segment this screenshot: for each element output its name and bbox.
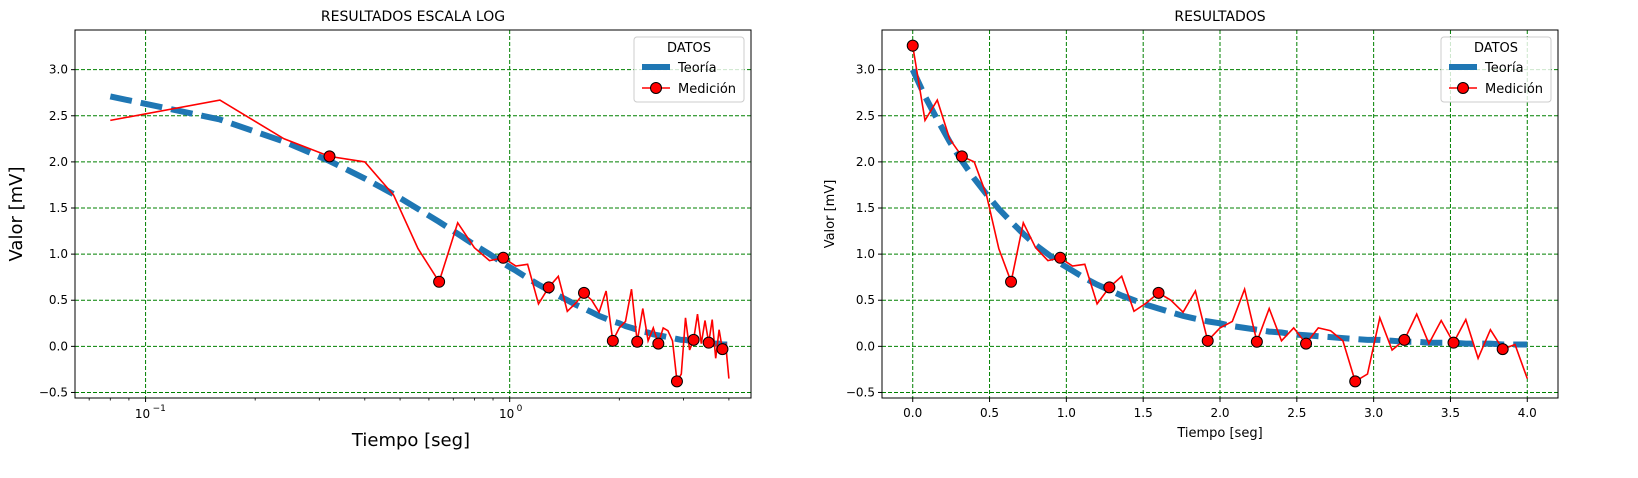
left-x-tick-exponent: −1 (153, 404, 166, 414)
right-x-tick-label: 2.5 (1287, 406, 1306, 420)
right-y-tick-label: 1.5 (856, 201, 875, 215)
right-legend-measurement-marker (1457, 82, 1469, 94)
left-legend-title: DATOS (667, 41, 711, 56)
right-measurement-point (1054, 251, 1067, 264)
right-measurement-point (1496, 343, 1509, 356)
left-y-tick-label: 1.5 (49, 201, 68, 215)
left-measurement-point (652, 337, 665, 350)
left-legend-measurement-label: Medición (678, 82, 736, 97)
left-x-ticks: 10 −1 10 0 (88, 398, 730, 421)
right-measurement-point (906, 39, 919, 52)
left-y-tick-label: −0.5 (39, 385, 68, 399)
right-measurement-point (1103, 281, 1116, 294)
left-grid (75, 30, 751, 398)
right-measurement-point (955, 150, 968, 163)
right-x-tick-label: 1.0 (1057, 406, 1076, 420)
right-x-tick-label: 3.0 (1364, 406, 1383, 420)
right-y-tick-label: 3.0 (856, 63, 875, 77)
right-y-tick-label: 2.5 (856, 109, 875, 123)
right-measurement-point (1447, 336, 1460, 349)
left-y-ticks: −0.5 0.0 0.5 1.0 1.5 2.0 2.5 3.0 (39, 63, 75, 399)
left-x-tick-label: 10 (135, 407, 150, 421)
left-measurement-point (433, 275, 446, 288)
left-chart-title: RESULTADOS ESCALA LOG (321, 9, 505, 25)
left-x-tick-exponent: 0 (517, 404, 523, 414)
left-legend: DATOS Teoría Medición (633, 36, 745, 103)
left-measurement-point (606, 334, 619, 347)
right-y-tick-label: −0.5 (846, 385, 875, 399)
left-legend-theory-label: Teoría (677, 61, 717, 76)
right-legend: DATOS Teoría Medición (1440, 36, 1552, 103)
right-x-tick-label: 0.0 (903, 406, 922, 420)
right-legend-theory-label: Teoría (1484, 61, 1524, 76)
right-measurement-point (1005, 275, 1018, 288)
left-measurement-point (687, 333, 700, 346)
left-log-panel: −0.50.00.51.01.52.02.53.0 10 −1 10 0 RESULT… (6, 9, 752, 451)
right-measurement-point (1349, 375, 1362, 388)
right-legend-measurement-label: Medición (1485, 82, 1543, 97)
left-axes-frame (74, 29, 752, 399)
right-plot-area (906, 39, 1529, 388)
left-y-tick-label: 0.0 (49, 339, 68, 353)
right-x-tick-label: 0.5 (980, 406, 999, 420)
right-y-axis-label: Valor [mV] (823, 180, 838, 249)
left-y-axis-label: Valor [mV] (6, 167, 27, 262)
left-measurement-point (578, 286, 591, 299)
right-x-ticks: 0.0 0.5 1.0 1.5 2.0 2.5 3.0 3.5 4.0 (903, 398, 1537, 420)
left-measurement-point (702, 336, 715, 349)
left-x-axis-label: Tiempo [seg] (351, 430, 470, 451)
left-measurement-point (716, 343, 729, 356)
left-y-tick-label: 1.0 (49, 247, 68, 261)
right-x-tick-label: 2.0 (1210, 406, 1229, 420)
left-x-tick-label: 10 (499, 407, 514, 421)
right-y-tick-label: 0.0 (856, 339, 875, 353)
right-y-ticks: −0.5 0.0 0.5 1.0 1.5 2.0 2.5 3.0 (846, 63, 882, 399)
right-measurement-point (1201, 334, 1214, 347)
right-measurement-point (1152, 286, 1165, 299)
right-theory-line (909, 68, 1528, 348)
right-y-tick-label: 2.0 (856, 155, 875, 169)
left-measurement-point (542, 281, 555, 294)
left-y-tick-label: 0.5 (49, 293, 68, 307)
right-x-axis-label: Tiempo [seg] (1176, 426, 1262, 441)
right-measurement-line (911, 45, 1529, 383)
left-measurement-point (497, 251, 510, 264)
left-measurement-point (670, 375, 683, 388)
right-y-tick-label: 0.5 (856, 293, 875, 307)
left-y-tick-label: 3.0 (49, 63, 68, 77)
left-theory-line (109, 93, 729, 348)
right-measurement-point (1250, 335, 1263, 348)
left-measurement-point (631, 335, 644, 348)
right-measurement-point (1398, 333, 1411, 346)
right-linear-panel: −0.5 0.0 0.5 1.0 1.5 2.0 2.5 3.0 0.0 0.5 1.0 1.5 2.… (823, 9, 1559, 441)
left-measurement-point (323, 150, 336, 163)
right-x-tick-label: 1.5 (1134, 406, 1153, 420)
left-measurement-line (110, 99, 730, 384)
right-legend-title: DATOS (1474, 41, 1518, 56)
right-measurement-point (1300, 337, 1313, 350)
left-y-tick-label: 2.0 (49, 155, 68, 169)
right-chart-title: RESULTADOS (1174, 9, 1265, 25)
left-y-tick-label: 2.5 (49, 109, 68, 123)
right-y-tick-label: 1.0 (856, 247, 875, 261)
right-x-tick-label: 3.5 (1441, 406, 1460, 420)
right-x-tick-label: 4.0 (1518, 406, 1537, 420)
left-plot-area (109, 93, 730, 388)
left-legend-measurement-marker (650, 82, 662, 94)
